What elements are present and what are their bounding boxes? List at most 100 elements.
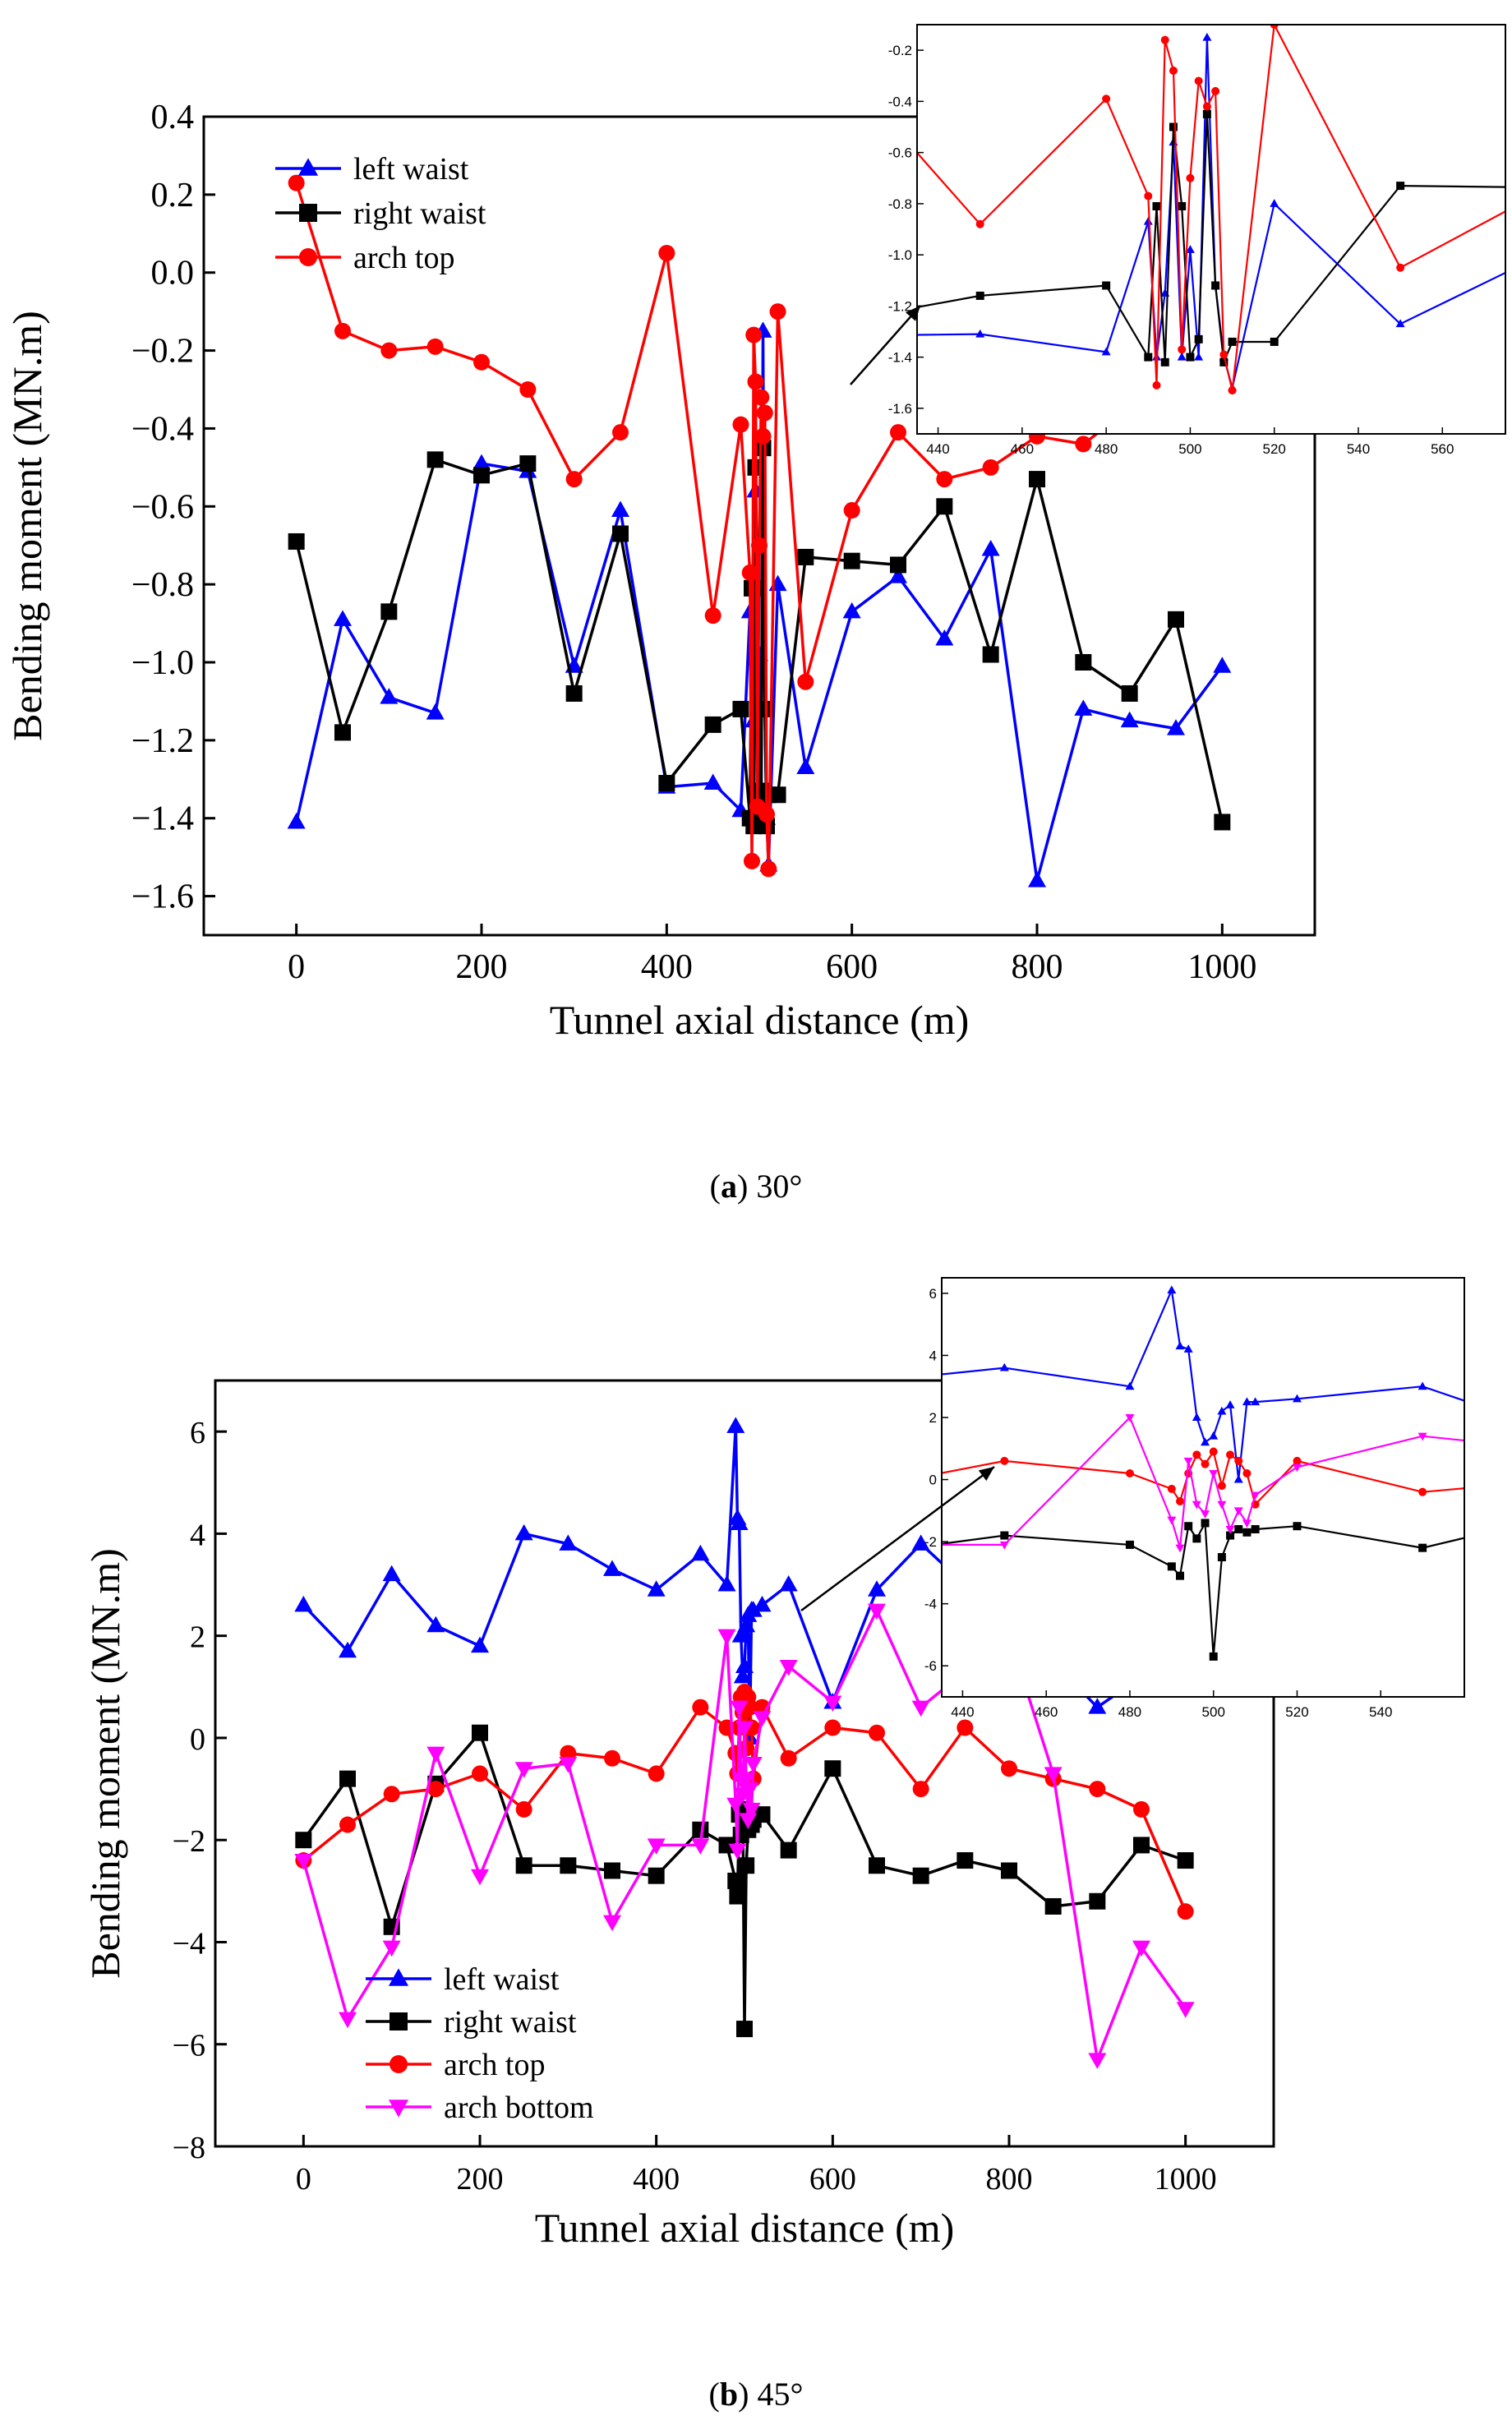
data-point [754,440,772,457]
inset-data-point [1270,25,1279,29]
y-axis-label: Bending moment (MN.m) [82,1548,128,1979]
legend-label: right waist [353,196,486,231]
data-point [957,1852,974,1869]
y-tick-label: −8 [173,2131,205,2165]
data-point [647,1838,666,1855]
inset-data-point [1175,1544,1185,1553]
inset-data-point [1251,1525,1260,1533]
data-point [717,1575,736,1592]
inset-x-tick-label: 500 [1202,1704,1225,1720]
inset-data-point [1209,1447,1218,1456]
data-point [732,416,749,433]
inset-data-point [1194,334,1203,343]
inset-data-point [999,1541,1009,1550]
inset-data-point [1217,1482,1226,1491]
data-point [1214,814,1231,831]
y-tick-label: −0.8 [131,566,194,604]
data-point [472,454,491,471]
data-point [732,700,749,717]
inset-data-point [1143,216,1153,225]
x-tick-label: 1000 [1187,948,1256,986]
inset-series-left-waist [942,1285,1464,1483]
inset-data-point [1202,109,1211,118]
data-point [756,404,773,422]
inset-data-point [1242,1519,1252,1528]
inset-data-point [975,291,984,300]
caption-a-letter: a [721,1168,737,1205]
series-arch-bottom [294,1603,1195,2069]
inset-data-point [1234,1525,1243,1533]
zoom-arrow-head [978,1467,994,1482]
legend-marker [390,2012,408,2030]
inset-data-point [1176,1571,1185,1580]
data-point [294,1595,313,1612]
inset-data-point [1167,1484,1176,1493]
data-point [843,552,860,569]
data-point [692,1699,709,1716]
data-point [1133,1837,1150,1854]
inset-data-point [1186,173,1195,182]
data-point [334,724,351,741]
inset-data-point [1209,1431,1219,1440]
data-point [726,1417,745,1433]
inset-x-tick-label: 560 [1431,441,1454,457]
inset-data-point [975,329,985,338]
data-point [981,539,1000,556]
legend-marker [299,204,317,222]
data-point [383,1786,400,1803]
data-point [769,303,786,320]
caption-b-letter: b [719,2376,739,2413]
data-point [704,716,721,733]
data-point [339,2012,357,2029]
data-point [1168,611,1184,628]
inset-x-tick-label: 440 [951,1704,974,1720]
data-point [747,373,764,390]
x-tick-label: 400 [641,948,693,986]
inset-data-point [1144,191,1153,201]
legend-label: arch top [444,2048,545,2082]
legend: left waist right waist arch top [275,152,486,275]
inset-data-point [999,1362,1009,1371]
data-point [565,471,583,488]
data-point [382,1940,401,1957]
inset-y-tick-label: -6 [924,1658,937,1674]
inset-series-arch-top [917,25,1505,395]
data-point [1120,711,1139,728]
inset-data-point [1183,1344,1193,1353]
data-point [560,1857,577,1874]
inset-y-tick-label: -1.0 [888,247,912,263]
data-point [704,607,721,625]
inset-data-point [1152,380,1161,390]
inset-data-point [1418,1543,1427,1552]
inset-data-point [1177,352,1187,361]
inset-data-point [1233,1507,1243,1516]
data-point [735,1721,754,1738]
data-point [703,773,722,791]
inset-data-point [1102,94,1111,104]
legend-label: right waist [444,2005,577,2040]
inset-data-point [1226,1531,1235,1540]
plot-frame [202,115,1316,937]
inset-data-point [1211,86,1220,95]
data-point [936,498,953,515]
legend-marker [297,158,319,176]
inset-data-point [1000,1531,1009,1540]
inset-data-point [1167,1516,1177,1525]
data-point [780,1842,797,1859]
inset-data-point [1418,1381,1427,1390]
data-point [515,1800,532,1818]
y-axis-label: Bending moment (MN.m) [4,311,50,741]
data-point [730,1514,749,1530]
data-point [426,703,445,720]
data-point [751,537,768,554]
inset-data-point [1225,1400,1235,1408]
inset-data-point [1234,1456,1243,1465]
data-point [1089,1781,1106,1798]
zoom-arrow-head [906,306,920,321]
data-point [1176,2002,1195,2018]
data-point [744,1757,763,1773]
data-point [611,500,629,518]
y-tick-label: 0.2 [151,177,195,214]
inset-data-point [975,219,984,228]
